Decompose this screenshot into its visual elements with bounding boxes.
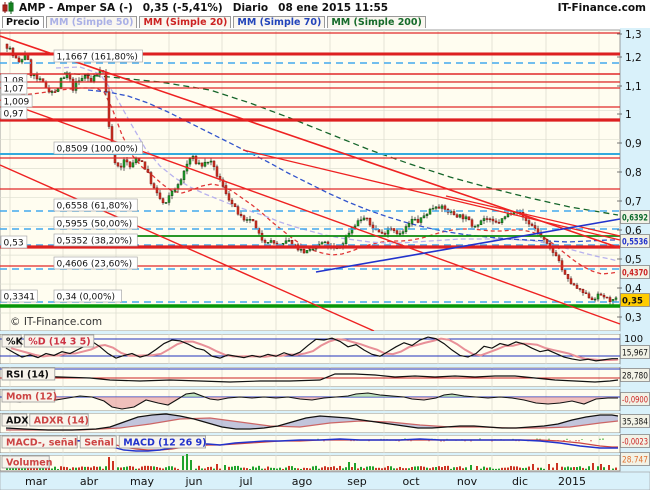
svg-text:0,35: 0,35	[622, 297, 643, 307]
svg-text:1,1: 1,1	[625, 81, 642, 93]
month-label: oct	[402, 475, 420, 488]
candlestick-series	[5, 43, 618, 305]
svg-text:-0,0023: -0,0023	[622, 438, 648, 448]
brand-link[interactable]: IT-Finance.com	[557, 1, 646, 14]
svg-text:%D (14 3 5): %D (14 3 5)	[28, 337, 90, 348]
svg-text:0,53: 0,53	[4, 239, 24, 249]
time-axis: mar abr may jun jul ago sep oct nov dic 2015	[25, 475, 586, 488]
adx-line	[5, 413, 619, 431]
right-price-axis: 1,3 1,2 1,1 1 0,9 0,8 0,7 0,6 0,5 0,4 0,3 0,6392 0,5…	[617, 29, 650, 324]
svg-text:0,6558 (61,80%): 0,6558 (61,80%)	[57, 202, 133, 212]
svg-text:0,8509 (100,00%): 0,8509 (100,00%)	[57, 145, 138, 155]
symbol-name: AMP - Amper SA (-)	[19, 1, 133, 14]
month-label: nov	[457, 475, 478, 488]
svg-text:100: 100	[624, 334, 643, 345]
panel-labels-macd: MACD-, señal Señal MACD (12 26 9) -0,0023	[1, 434, 650, 449]
month-label: mar	[25, 475, 47, 488]
watermark: © IT-Finance.com	[10, 316, 102, 328]
svg-text:1,07: 1,07	[4, 85, 24, 95]
svg-text:0,6: 0,6	[625, 225, 642, 237]
svg-text:Señal: Señal	[84, 438, 114, 449]
svg-text:0,3: 0,3	[625, 312, 642, 324]
svg-text:0,6392: 0,6392	[622, 214, 648, 224]
svg-text:0,5536: 0,5536	[622, 238, 648, 248]
momentum-line	[5, 392, 618, 410]
panel-labels-momentum: Mom (12) -0,0900	[1, 389, 650, 406]
svg-text:0,4370: 0,4370	[622, 269, 648, 279]
svg-text:15,967: 15,967	[622, 349, 648, 359]
adxr-line	[6, 417, 619, 431]
svg-text:1,08: 1,08	[4, 77, 24, 87]
indicator-chip[interactable]	[79, 435, 117, 449]
panel-labels-adx: ADX ADXR (14) 35,384	[1, 413, 650, 428]
indicator-chip[interactable]	[1, 435, 78, 449]
macd-line	[6, 438, 618, 452]
rsi-line	[5, 373, 619, 383]
month-label: sep	[347, 475, 366, 488]
ma-curve-mm200	[63, 72, 619, 216]
svg-text:0,8: 0,8	[625, 167, 642, 179]
svg-text:%K: %K	[6, 337, 24, 348]
svg-text:1,3: 1,3	[625, 29, 642, 41]
svg-text:MACD-, señal: MACD-, señal	[6, 438, 77, 449]
month-label: ago	[292, 475, 313, 488]
indicator-chip[interactable]	[29, 413, 89, 427]
month-label: abr	[80, 475, 99, 488]
month-label: jun	[185, 475, 203, 488]
svg-text:1,009: 1,009	[4, 98, 30, 108]
svg-text:RSI (14): RSI (14)	[6, 370, 49, 381]
svg-text:0,4606 (23,60%): 0,4606 (23,60%)	[57, 260, 133, 270]
svg-text:0,5955 (50,00%): 0,5955 (50,00%)	[57, 220, 133, 230]
svg-text:ADXR (14): ADXR (14)	[34, 416, 89, 427]
title-bar: AMP - Amper SA (-) 0,35 (-5,41%) Diario …	[0, 0, 650, 15]
last-price: 0,35 (-5,41%)	[142, 1, 223, 14]
svg-text:0,5352 (38,20%): 0,5352 (38,20%)	[57, 237, 133, 247]
svg-text:35,384: 35,384	[622, 418, 648, 428]
indicator-panels	[0, 336, 620, 452]
svg-text:0,9: 0,9	[625, 138, 642, 150]
indicator-chip[interactable]	[1, 413, 28, 427]
last-update-datetime: 08 ene 2015 11:55	[278, 1, 389, 14]
indicator-chip[interactable]	[1, 389, 56, 403]
svg-text:Mom (12): Mom (12)	[6, 392, 57, 403]
indicator-chip[interactable]	[1, 367, 56, 381]
month-label: dic	[512, 475, 528, 488]
timeframe-label[interactable]: Diario	[232, 1, 269, 14]
panel-separators	[0, 331, 620, 455]
svg-text:0,7: 0,7	[625, 196, 642, 208]
svg-text:0,4: 0,4	[625, 283, 642, 295]
indicator-chip[interactable]	[1, 334, 22, 348]
svg-text:ADX: ADX	[6, 416, 29, 427]
indicator-chip[interactable]	[118, 435, 206, 449]
svg-text:1: 1	[625, 109, 632, 121]
svg-text:0,3341: 0,3341	[4, 293, 36, 303]
panel-labels-volume: Volumen 28.747	[1, 452, 650, 469]
chart-canvas[interactable]: 1,081,07 1,009 0,97 0,53 0,3341 1,1667 (161,8…	[0, 28, 650, 490]
svg-text:1,1667 (161,80%): 1,1667 (161,80%)	[57, 53, 138, 63]
indicator-chip[interactable]	[23, 334, 95, 348]
volume-bars	[6, 454, 617, 470]
svg-text:MACD (12 26 9): MACD (12 26 9)	[123, 438, 206, 449]
svg-text:-0,0900: -0,0900	[622, 396, 648, 406]
month-label: may	[130, 475, 154, 488]
indicator-chip[interactable]	[1, 455, 50, 469]
stoch-k-line	[5, 336, 618, 362]
panel-labels-stochastic: %K %D (14 3 5) 100 15,967	[1, 334, 650, 359]
svg-text:0,5: 0,5	[625, 254, 642, 266]
svg-text:28.747: 28.747	[622, 456, 648, 466]
svg-text:1,2: 1,2	[625, 52, 642, 64]
svg-text:0,97: 0,97	[4, 110, 24, 120]
candlestick-icon	[2, 1, 14, 14]
svg-text:28,780: 28,780	[622, 372, 648, 382]
svg-text:0,34 (0,00%): 0,34 (0,00%)	[57, 293, 116, 303]
month-label: jul	[238, 475, 252, 488]
svg-text:Volumen: Volumen	[6, 458, 53, 469]
month-label: 2015	[558, 475, 586, 488]
price-level-labels: 1,081,07 1,009 0,97 0,53 0,3341 1,1667 (161,8…	[0, 49, 143, 328]
